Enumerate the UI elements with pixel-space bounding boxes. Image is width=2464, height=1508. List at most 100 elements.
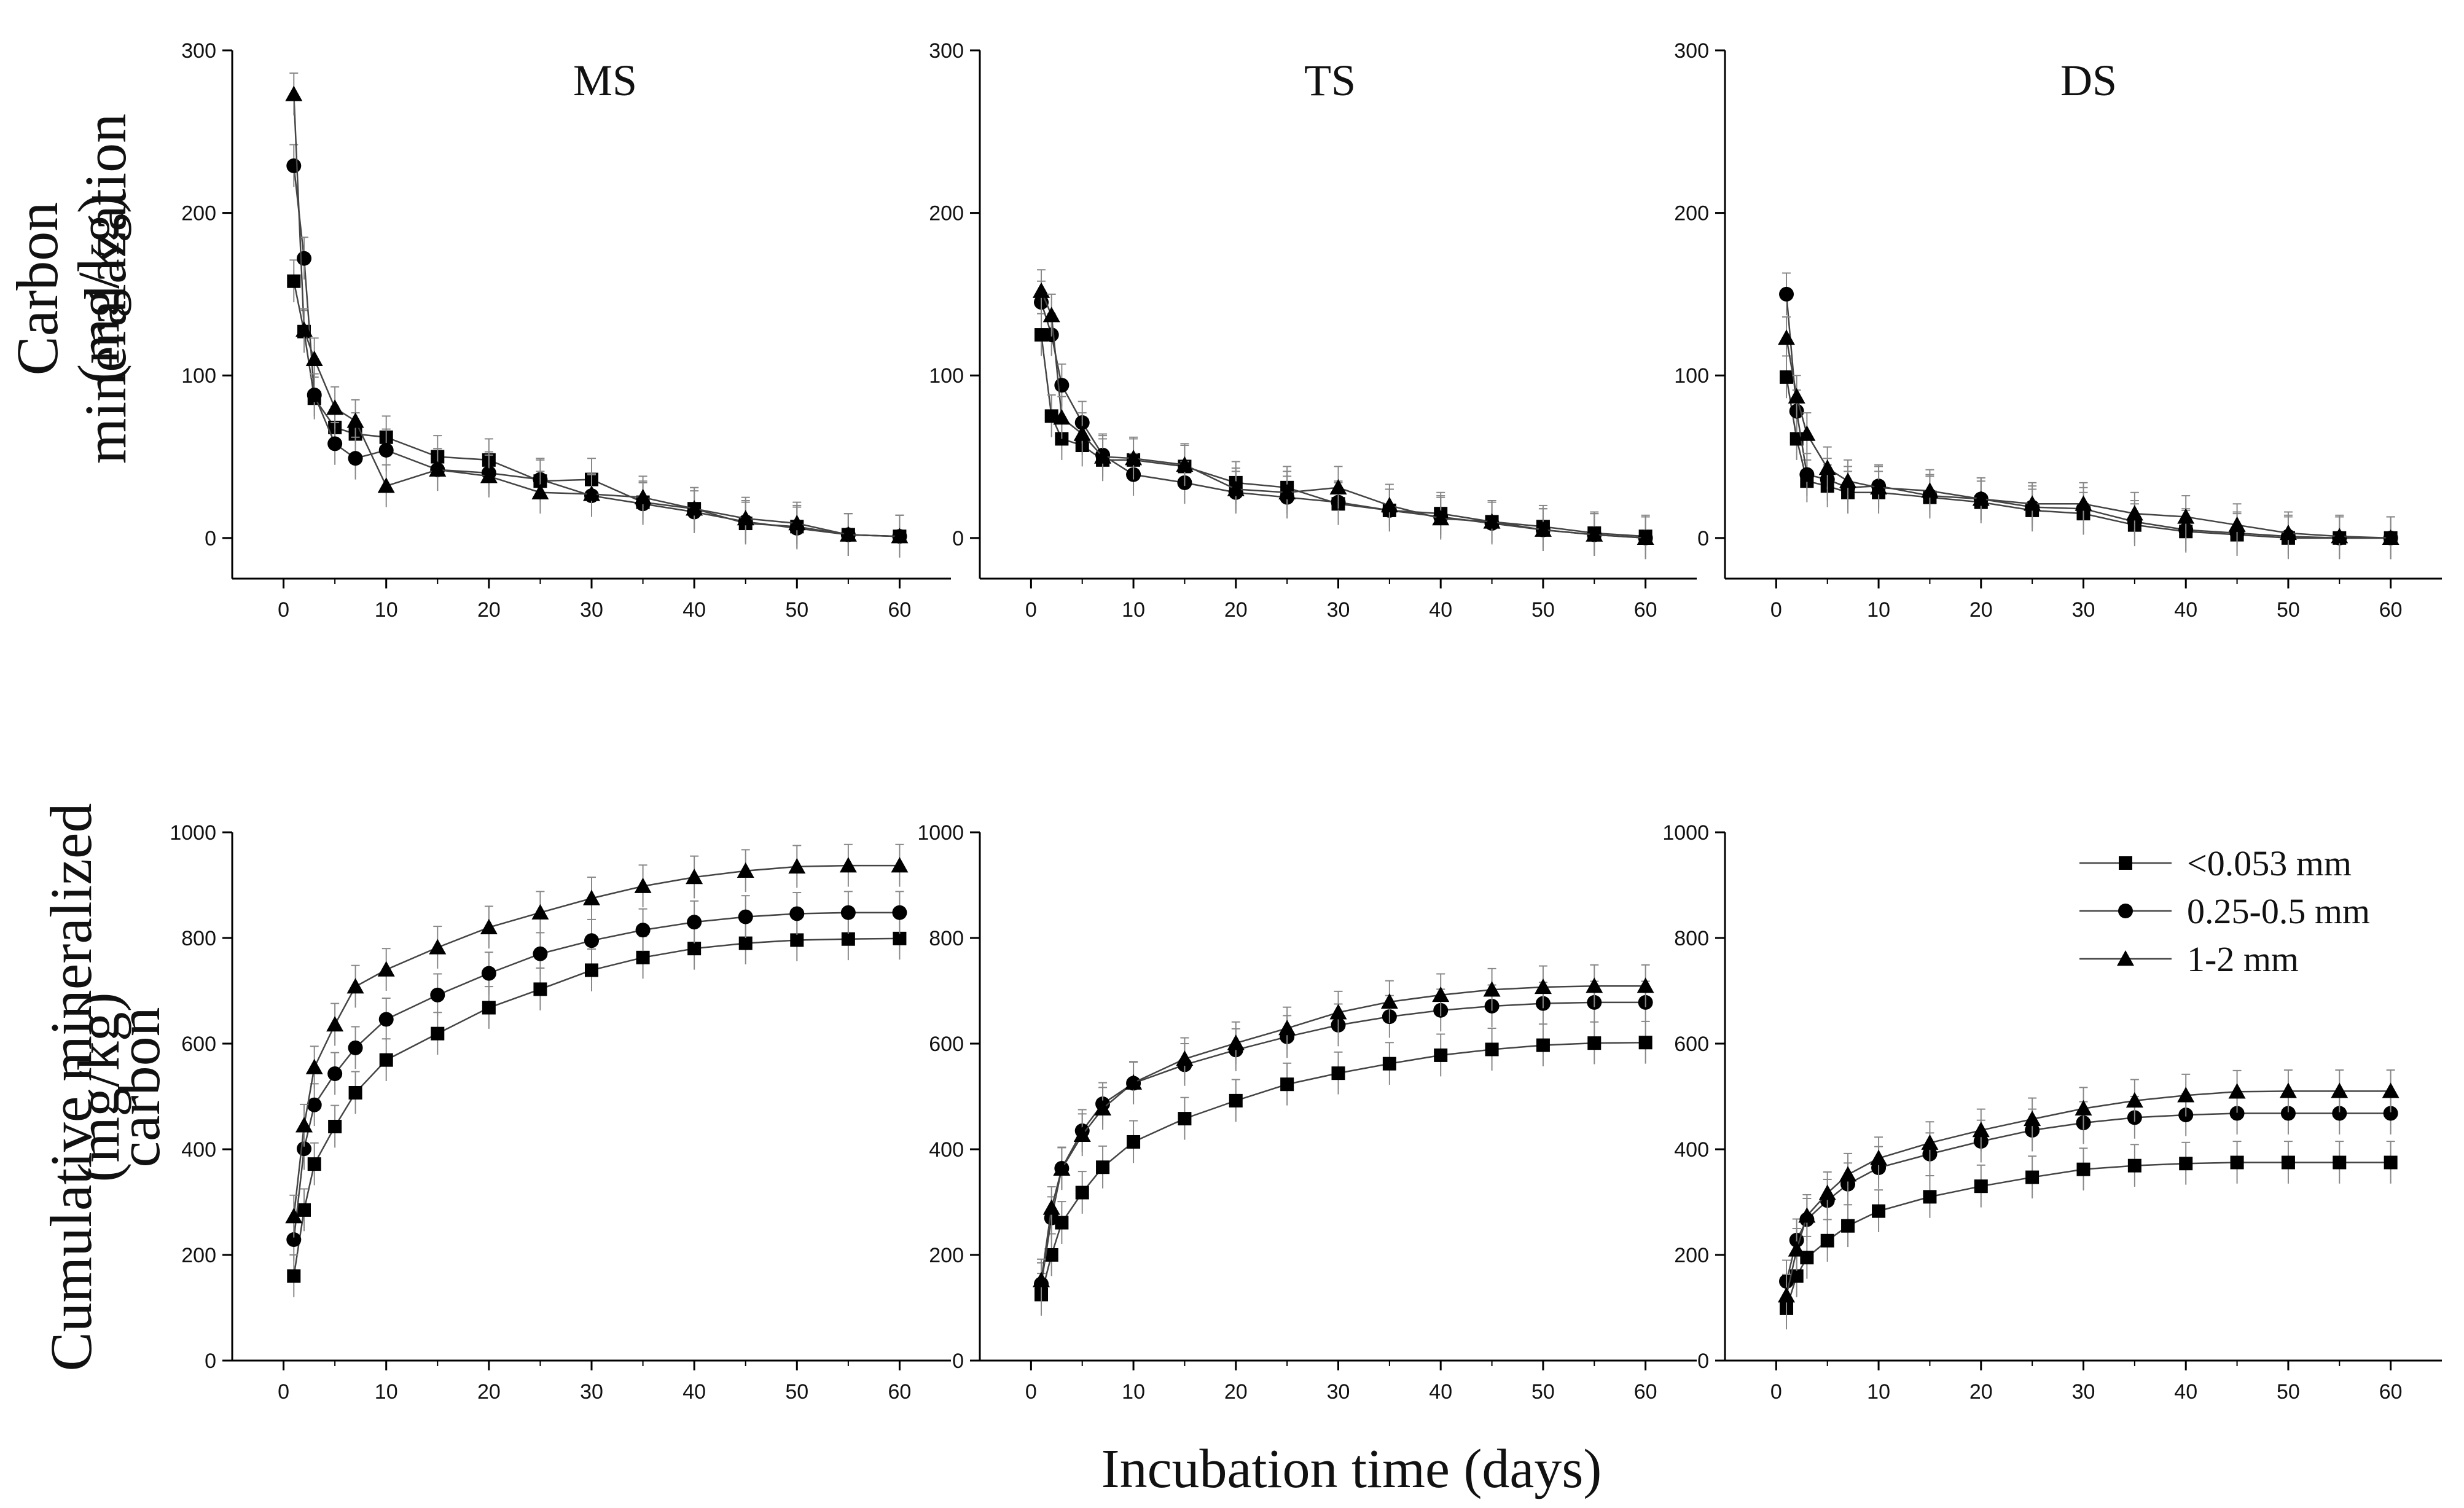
- x-tick-label: 30: [1327, 598, 1350, 622]
- y-tick-label: 100: [929, 364, 964, 388]
- x-tick-label: 50: [1531, 598, 1555, 622]
- data-point: [1094, 448, 1112, 464]
- data-point: [738, 909, 753, 924]
- y-tick-label: 400: [929, 1138, 964, 1162]
- data-point: [1778, 1287, 1796, 1303]
- data-point: [1176, 1050, 1194, 1066]
- x-tick-label: 60: [888, 598, 912, 622]
- data-point: [287, 274, 301, 288]
- data-point: [2331, 1082, 2349, 1098]
- data-point: [1033, 1272, 1050, 1287]
- data-point: [1818, 459, 1836, 475]
- legend-label: <0.053 mm: [2187, 843, 2352, 883]
- x-tick-label: 20: [477, 1380, 501, 1404]
- data-point: [687, 915, 702, 930]
- data-point: [531, 904, 549, 920]
- data-point: [326, 399, 344, 415]
- data-point: [1432, 510, 1450, 526]
- data-point: [1536, 1038, 1550, 1052]
- data-point: [687, 942, 702, 956]
- data-point: [307, 1157, 321, 1171]
- data-point: [2177, 508, 2195, 524]
- data-point: [1178, 1112, 1192, 1126]
- data-point: [348, 1040, 363, 1055]
- data-point: [430, 987, 445, 1002]
- data-point: [1798, 425, 1816, 441]
- panel-title: DS: [2060, 56, 2117, 105]
- y-tick-label: 0: [205, 1350, 216, 1373]
- data-point: [531, 483, 549, 499]
- series-line-1: [1040, 1042, 1646, 1295]
- data-point: [737, 862, 754, 878]
- x-tick-label: 50: [785, 1380, 808, 1404]
- data-point: [1125, 450, 1143, 466]
- data-point: [891, 857, 909, 873]
- data-point: [431, 1026, 445, 1041]
- data-point: [305, 350, 323, 366]
- data-point: [2281, 1155, 2295, 1170]
- legend: <0.053 mm 0.25-0.5 mm 1-2 mm: [2079, 843, 2370, 979]
- data-point: [634, 877, 652, 893]
- y-tick-label: 0: [1697, 527, 1709, 550]
- data-point: [2382, 529, 2399, 545]
- data-point: [2279, 1082, 2297, 1098]
- data-point: [328, 1120, 342, 1134]
- data-point: [346, 412, 364, 428]
- x-tick-label: 0: [1025, 1380, 1037, 1404]
- legend-label: 1-2 mm: [2187, 939, 2299, 979]
- x-tick-label: 30: [2072, 598, 2095, 622]
- y-tick-label: 600: [181, 1033, 216, 1056]
- data-point: [789, 906, 805, 921]
- data-point: [1923, 1190, 1937, 1204]
- data-point: [327, 1066, 343, 1082]
- y-tick-label: 100: [181, 364, 216, 388]
- data-point: [1073, 425, 1091, 441]
- y-tick-label: 0: [205, 527, 216, 550]
- x-tick-label: 20: [477, 598, 501, 622]
- data-point: [348, 451, 363, 466]
- data-point: [482, 1001, 496, 1015]
- x-tick-label: 40: [682, 1380, 706, 1404]
- data-point: [481, 966, 496, 981]
- y-tick-label: 600: [1674, 1033, 1709, 1056]
- panel-2: 0 10 20 30 40 50 60 0 100 200 300 TS: [929, 39, 1697, 622]
- data-point: [1073, 1126, 1091, 1142]
- x-tick-label: 10: [375, 1380, 398, 1404]
- series-line-1: [293, 937, 900, 1276]
- series-line-2: [293, 912, 900, 1240]
- y-tick-label: 800: [929, 927, 964, 950]
- data-point: [1434, 1048, 1448, 1062]
- data-point: [1125, 1074, 1143, 1090]
- y-tick-label: 800: [181, 927, 216, 950]
- data-point: [286, 1232, 302, 1248]
- data-point: [2179, 1157, 2193, 1171]
- data-point: [1788, 388, 1805, 404]
- x-tick-label: 60: [888, 1380, 912, 1404]
- data-point: [2127, 1158, 2141, 1173]
- data-point: [1033, 282, 1050, 298]
- data-point: [788, 515, 806, 531]
- data-point: [1921, 482, 1939, 498]
- data-point: [1841, 1219, 1855, 1233]
- data-point: [295, 321, 313, 337]
- y-tick-label: 200: [929, 202, 964, 225]
- x-tick-label: 40: [682, 598, 706, 622]
- x-tick-label: 30: [580, 598, 603, 622]
- data-point: [1798, 1207, 1816, 1223]
- data-point: [891, 528, 909, 544]
- data-point: [2333, 1155, 2347, 1170]
- data-point: [378, 442, 394, 458]
- data-point: [840, 905, 856, 920]
- y-tick-label: 100: [1674, 364, 1709, 388]
- data-point: [1638, 1036, 1652, 1050]
- data-point: [2230, 1155, 2244, 1170]
- data-point: [1974, 1179, 1988, 1194]
- x-tick-label: 30: [2072, 1380, 2095, 1404]
- data-point: [1042, 1199, 1060, 1215]
- x-tick-label: 10: [375, 598, 398, 622]
- x-tick-label: 20: [1224, 1380, 1248, 1404]
- panel-3: 0 10 20 30 40 50 60 0 100 200 300 DS: [1674, 39, 2442, 622]
- data-point: [790, 933, 804, 947]
- data-point: [326, 1016, 344, 1032]
- data-point: [1839, 1166, 1857, 1182]
